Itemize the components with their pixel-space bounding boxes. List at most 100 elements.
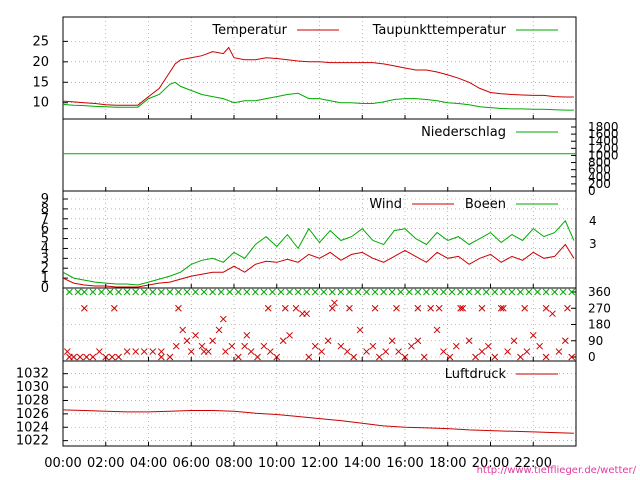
scatter-point bbox=[219, 315, 227, 323]
scatter-point bbox=[350, 353, 358, 361]
scatter-point bbox=[371, 288, 379, 296]
scatter-point bbox=[89, 288, 97, 296]
scatter-point bbox=[266, 348, 274, 355]
y2-tick-label: 4 bbox=[589, 214, 597, 228]
scatter-point bbox=[408, 342, 415, 350]
scatter-point bbox=[549, 310, 556, 318]
scatter-point bbox=[149, 348, 157, 355]
y-tick-label: 200 bbox=[588, 177, 611, 191]
scatter-point bbox=[74, 288, 82, 296]
scatter-point bbox=[179, 326, 187, 334]
scatter-point bbox=[523, 348, 531, 355]
scatter-point bbox=[95, 348, 103, 355]
scatter-point bbox=[166, 288, 174, 296]
y-tick-label: 1600 bbox=[588, 127, 619, 141]
scatter-point bbox=[343, 348, 351, 355]
scatter-point bbox=[414, 337, 422, 345]
scatter-point bbox=[123, 348, 131, 355]
scatter-point bbox=[303, 310, 311, 318]
scatter-point bbox=[465, 337, 473, 345]
scatter-point bbox=[269, 288, 276, 296]
y-tick-label: 20 bbox=[32, 55, 49, 70]
scatter-point bbox=[504, 348, 511, 355]
scatter-point bbox=[172, 342, 180, 350]
scatter-point bbox=[132, 288, 140, 296]
scatter-point bbox=[420, 353, 428, 361]
scatter-point bbox=[187, 348, 195, 355]
scatter-point bbox=[305, 353, 313, 361]
legend-label: Luftdruck bbox=[445, 367, 507, 382]
scatter-point bbox=[564, 304, 571, 312]
scatter-point bbox=[175, 304, 182, 312]
scatter-point bbox=[491, 288, 499, 296]
scatter-point bbox=[311, 342, 319, 350]
scatter-point bbox=[277, 288, 285, 296]
scatter-point bbox=[346, 288, 353, 296]
y-tick-label: 5 bbox=[41, 232, 49, 247]
scatter-point bbox=[478, 348, 486, 355]
x-tick-label: 02:00 bbox=[87, 456, 124, 471]
scatter-point bbox=[397, 288, 405, 296]
scatter-point bbox=[448, 288, 456, 296]
scatter-point bbox=[286, 288, 293, 296]
legend-label: Taupunkttemperatur bbox=[372, 23, 507, 38]
scatter-point bbox=[286, 331, 293, 339]
scatter-point bbox=[183, 337, 191, 345]
y-tick-label: 2 bbox=[41, 261, 49, 276]
scatter-point bbox=[183, 288, 191, 296]
y-tick-label: 400 bbox=[588, 170, 611, 184]
scatter-point bbox=[517, 288, 524, 296]
scatter-point bbox=[311, 288, 319, 296]
scatter-point bbox=[497, 304, 505, 312]
scatter-point bbox=[542, 304, 550, 312]
scatter-point bbox=[132, 348, 140, 355]
scatter-point bbox=[198, 342, 206, 350]
scatter-point bbox=[279, 337, 287, 345]
scatter-point bbox=[499, 304, 507, 312]
scatter-point bbox=[561, 337, 569, 345]
legend-label: Temperatur bbox=[211, 23, 287, 38]
scatter-point bbox=[534, 288, 541, 296]
scatter-point bbox=[209, 288, 216, 296]
scatter-point bbox=[414, 304, 422, 312]
scatter-point bbox=[234, 288, 242, 296]
scatter-point bbox=[260, 342, 268, 350]
scatter-point bbox=[431, 288, 439, 296]
x-tick-label: 14:00 bbox=[344, 456, 381, 471]
y-tick-label: 800 bbox=[588, 156, 611, 170]
scatter-point bbox=[375, 353, 383, 361]
x-tick-label: 16:00 bbox=[386, 456, 423, 471]
scatter-point bbox=[457, 304, 464, 312]
scatter-point bbox=[200, 348, 208, 355]
scatter-point bbox=[559, 288, 567, 296]
y2-tick-label: 3 bbox=[589, 237, 597, 251]
y-tick-label: 9 bbox=[41, 192, 49, 207]
scatter-point bbox=[485, 342, 492, 350]
y-tick-label: 1400 bbox=[588, 134, 619, 148]
scatter-point bbox=[81, 304, 88, 312]
x-tick-label: 12:00 bbox=[301, 456, 338, 471]
y-tick-label: 600 bbox=[588, 163, 611, 177]
scatter-point bbox=[149, 288, 157, 296]
scatter-point bbox=[380, 288, 387, 296]
scatter-point bbox=[388, 288, 396, 296]
scatter-point bbox=[66, 353, 73, 361]
x-tick-label: 06:00 bbox=[173, 456, 210, 471]
scatter-point bbox=[241, 342, 249, 350]
scatter-point bbox=[76, 353, 84, 361]
panel-temperature: 10 15 20 25 Temperatur Taupunkttemperatur bbox=[32, 16, 577, 120]
scatter-point bbox=[427, 304, 435, 312]
scatter-point bbox=[356, 326, 364, 334]
y-tick-label: 1 bbox=[41, 271, 49, 286]
y-tick-label: 90 bbox=[588, 334, 603, 348]
scatter-point bbox=[228, 342, 236, 350]
scatter-point bbox=[324, 337, 332, 345]
y-tick-label: 1030 bbox=[16, 380, 49, 395]
scatter-point bbox=[388, 337, 396, 345]
scatter-point bbox=[395, 348, 402, 355]
x-tick-label: 22:00 bbox=[515, 456, 552, 471]
